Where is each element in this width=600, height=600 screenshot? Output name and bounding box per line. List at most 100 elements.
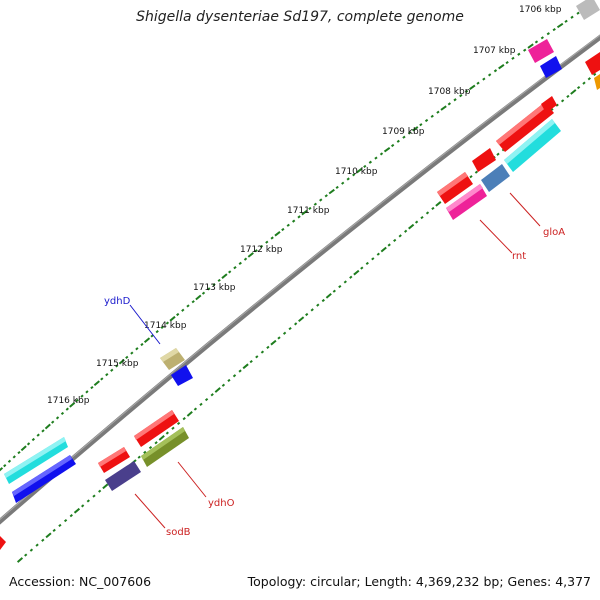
- tick-mark: [346, 177, 350, 181]
- gene-red-r1[interactable]: [437, 172, 473, 204]
- tick-mark: [523, 48, 527, 52]
- tick-mark: [435, 201, 442, 207]
- tick-mark: [7, 459, 12, 463]
- gene-indigo-sodb[interactable]: [105, 461, 141, 491]
- tick-mark: [360, 266, 364, 270]
- tick-mark: [254, 249, 258, 253]
- tick-mark: [44, 423, 51, 430]
- tick-mark: [118, 358, 125, 365]
- tick-mark: [35, 543, 39, 547]
- gene-label-gloa: gloA: [543, 227, 565, 238]
- tick-mark: [85, 390, 89, 394]
- gene-gray-top[interactable]: [576, 0, 600, 20]
- tick-mark: [212, 283, 216, 287]
- tick-mark: [570, 15, 574, 19]
- tick-mark: [540, 36, 544, 40]
- tick-mark: [498, 63, 505, 70]
- gene-magenta-rnt[interactable]: [446, 184, 487, 220]
- tick-mark: [319, 198, 323, 202]
- gene-blue-top[interactable]: [540, 56, 562, 78]
- gene-red-r4[interactable]: [541, 96, 557, 113]
- tick-mark: [176, 312, 180, 317]
- gene-olive-ydho[interactable]: [141, 427, 189, 467]
- kbp-label: 1713 kbp: [193, 283, 236, 293]
- gene-red-r2[interactable]: [472, 148, 496, 172]
- gene-blue-small[interactable]: [171, 365, 193, 386]
- tick-mark: [69, 401, 76, 408]
- tick-mark: [221, 273, 228, 279]
- tick-mark: [63, 518, 68, 523]
- tick-mark: [374, 156, 378, 160]
- tick-mark: [496, 152, 500, 156]
- gene-red-r3[interactable]: [496, 102, 554, 152]
- gene-orange-top[interactable]: [594, 74, 600, 90]
- kbp-labels: 1706 kbp 1707 kbp 1708 kbp 1709 kbp 1710 kbp…: [47, 5, 562, 406]
- tick-mark: [297, 215, 301, 219]
- tick-mark: [228, 270, 232, 274]
- tick-mark: [430, 114, 434, 118]
- tick-mark: [204, 397, 209, 402]
- tick-mark: [308, 206, 312, 210]
- tick-mark: [447, 102, 452, 106]
- tick-mark: [143, 337, 151, 344]
- tick-mark: [58, 523, 62, 528]
- tick-mark: [45, 532, 52, 539]
- tick-mark: [93, 380, 100, 387]
- tick-mark: [86, 499, 90, 503]
- tick-mark: [270, 236, 274, 240]
- tick-mark: [160, 325, 164, 329]
- tick-mark: [517, 52, 521, 56]
- tick-mark: [265, 240, 269, 244]
- tick-mark: [155, 330, 159, 334]
- tick-mark: [316, 303, 320, 307]
- gene-red-mid-2[interactable]: [134, 410, 179, 447]
- gene-cyan-r[interactable]: [504, 119, 561, 172]
- tick-mark: [137, 455, 141, 459]
- tick-mark: [282, 331, 287, 335]
- gene-blue-left[interactable]: [12, 455, 76, 503]
- kbp-label: 1714 kbp: [144, 321, 187, 331]
- tick-mark: [505, 60, 509, 65]
- kbp-label: 1709 kbp: [382, 127, 425, 137]
- tick-mark: [20, 445, 27, 452]
- tick-mark: [368, 160, 372, 164]
- tick-mark: [100, 377, 104, 381]
- tick-mark: [41, 538, 45, 542]
- tick-mark: [332, 289, 336, 293]
- tick-mark: [425, 211, 430, 215]
- tick-mark: [440, 105, 447, 111]
- tick-mark: [181, 308, 185, 312]
- tick-mark: [217, 278, 221, 282]
- tick-mark: [165, 431, 169, 435]
- gene-khaki-ydhd[interactable]: [160, 348, 185, 370]
- gene-red-top[interactable]: [585, 52, 600, 75]
- gene-red-bottom-edge[interactable]: [0, 536, 6, 550]
- gene-magenta-top[interactable]: [528, 39, 554, 63]
- tick-mark: [352, 173, 356, 177]
- kbp-label: 1716 kbp: [47, 396, 90, 406]
- tick-mark: [221, 383, 226, 387]
- gene-block-ydhd: [129, 304, 193, 386]
- kbp-label: 1708 kbp: [428, 87, 471, 97]
- gene-red-mid-1[interactable]: [98, 447, 130, 473]
- tick-mark: [186, 304, 190, 308]
- tick-mark: [65, 407, 69, 411]
- tick-mark: [412, 126, 419, 132]
- tick-mark: [469, 175, 473, 179]
- tick-mark: [353, 269, 360, 276]
- tick-mark: [207, 287, 211, 291]
- tick-mark: [243, 257, 248, 261]
- tick-mark: [69, 514, 73, 518]
- tick-mark: [135, 347, 139, 351]
- tick-mark: [393, 238, 397, 242]
- kbp-label: 1706 kbp: [519, 5, 562, 15]
- tick-mark: [349, 275, 353, 279]
- tick-mark: [356, 167, 363, 174]
- tick-mark: [534, 40, 539, 44]
- tick-mark: [387, 243, 391, 247]
- tick-mark: [419, 123, 423, 127]
- gene-steelblue-gloa[interactable]: [481, 164, 510, 192]
- tick-mark: [487, 73, 492, 77]
- tick-mark: [255, 355, 259, 359]
- tick-mark: [165, 321, 170, 325]
